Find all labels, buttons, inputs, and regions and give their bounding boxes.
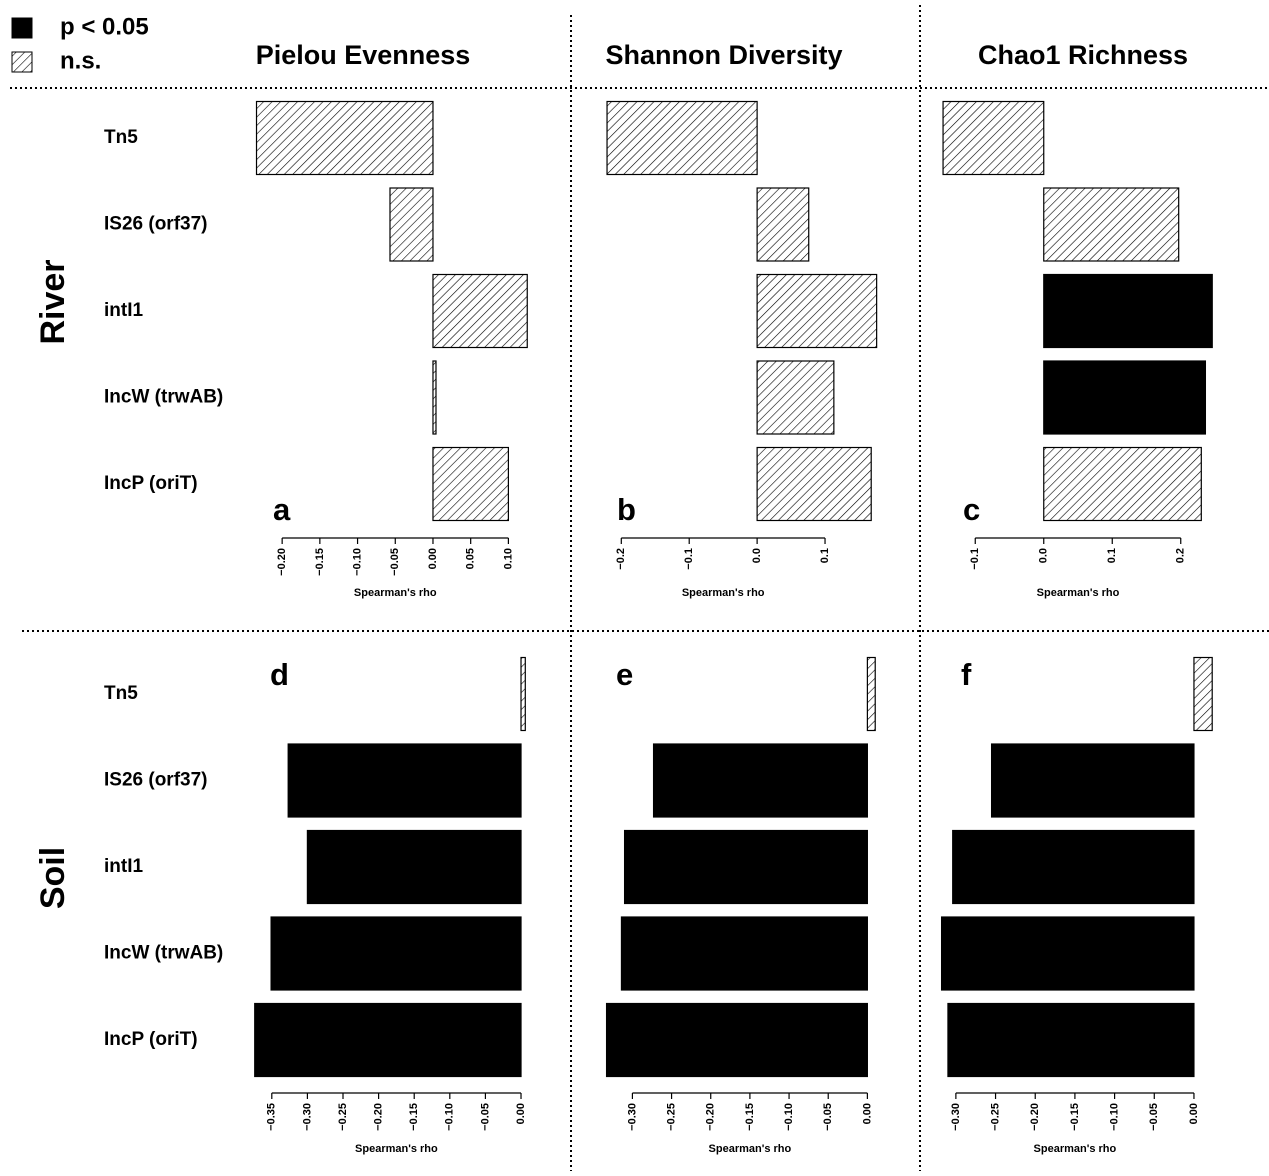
x-tick-label: −0.05 (822, 1103, 834, 1131)
category-label: IncW (trwAB) (104, 387, 223, 408)
bar (432, 446, 509, 522)
bar (306, 829, 522, 905)
panel-label: f (961, 657, 972, 692)
bar (1043, 446, 1202, 522)
category-label: Tn5 (104, 127, 138, 148)
bar (605, 1002, 868, 1078)
bar (1043, 360, 1207, 435)
bar (1193, 656, 1213, 732)
x-axis-label: Spearman's rho (682, 587, 765, 599)
category-label: intI1 (104, 300, 143, 321)
row-title: River (34, 259, 72, 344)
x-tick-label: 0.00 (1188, 1103, 1200, 1124)
bar (942, 100, 1045, 176)
column-title: Chao1 Richness (978, 40, 1188, 70)
x-tick-label: 0.10 (502, 548, 514, 569)
x-tick-label: −0.05 (389, 548, 401, 576)
x-tick-label: 0.00 (515, 1103, 527, 1124)
x-tick-label: −0.15 (314, 548, 326, 576)
x-tick-label: −0.1 (683, 548, 695, 570)
bar (1043, 273, 1213, 349)
x-tick-label: 0.1 (1106, 548, 1118, 563)
bar (940, 916, 1195, 991)
x-tick-label: −0.30 (626, 1103, 638, 1131)
x-tick-label: −0.30 (301, 1103, 313, 1131)
x-tick-label: −0.35 (266, 1103, 278, 1131)
bar (620, 916, 868, 991)
bar (520, 656, 526, 732)
bar (623, 829, 868, 905)
x-tick-label: 0.00 (861, 1103, 873, 1124)
bar (866, 656, 876, 732)
category-label: intI1 (104, 856, 143, 877)
legend-swatch (11, 17, 33, 39)
bar (1043, 187, 1180, 262)
x-tick-label: 0.0 (1038, 548, 1050, 563)
bar (270, 916, 522, 991)
x-tick-label: 0.1 (819, 548, 831, 563)
x-axis-label: Spearman's rho (709, 1143, 792, 1155)
bar (990, 743, 1195, 818)
x-tick-label: 0.0 (751, 548, 763, 563)
bar (606, 100, 758, 176)
category-label: IS26 (orf37) (104, 770, 207, 791)
x-axis-label: Spearman's rho (355, 1143, 438, 1155)
x-tick-label: −0.10 (783, 1103, 795, 1131)
bar (756, 360, 835, 435)
bar (652, 743, 868, 818)
category-label: IncW (trwAB) (104, 943, 223, 964)
bar (255, 100, 434, 176)
x-tick-label: −0.05 (479, 1103, 491, 1131)
panel-label: e (616, 657, 633, 692)
x-tick-label: 0.05 (465, 548, 477, 569)
x-tick-label: −0.20 (373, 1103, 385, 1131)
panel-label: d (270, 657, 289, 692)
x-tick-label: −0.15 (408, 1103, 420, 1131)
bar (287, 743, 522, 818)
legend-label: n.s. (60, 47, 101, 74)
x-tick-label: −0.1 (969, 548, 981, 570)
bar (254, 1002, 522, 1078)
row-title: Soil (34, 847, 72, 909)
category-label: Tn5 (104, 683, 138, 704)
bar (756, 273, 878, 349)
category-label: IncP (oriT) (104, 473, 198, 494)
x-axis-label: Spearman's rho (1037, 587, 1120, 599)
x-tick-label: −0.05 (1148, 1103, 1160, 1131)
x-tick-label: −0.2 (615, 548, 627, 570)
column-title: Shannon Diversity (605, 40, 842, 70)
category-label: IS26 (orf37) (104, 214, 207, 235)
x-tick-label: −0.10 (444, 1103, 456, 1131)
panel-label: b (617, 492, 636, 527)
x-axis-label: Spearman's rho (354, 587, 437, 599)
x-tick-label: −0.25 (989, 1103, 1001, 1131)
bar (432, 273, 528, 349)
x-tick-label: −0.30 (950, 1103, 962, 1131)
x-tick-label: −0.20 (1029, 1103, 1041, 1131)
category-label: IncP (oriT) (104, 1029, 198, 1050)
panel-label: c (963, 492, 980, 527)
x-axis-label: Spearman's rho (1034, 1143, 1117, 1155)
x-tick-label: −0.25 (665, 1103, 677, 1131)
panel-label: a (273, 492, 291, 527)
x-tick-label: −0.10 (1108, 1103, 1120, 1131)
legend-swatch (11, 51, 33, 73)
bar (432, 360, 437, 435)
x-tick-label: −0.20 (276, 548, 288, 576)
bar (947, 1002, 1195, 1078)
x-tick-label: 0.00 (427, 548, 439, 569)
column-title: Pielou Evenness (256, 40, 471, 70)
x-tick-label: 0.2 (1175, 548, 1187, 563)
x-tick-label: −0.15 (744, 1103, 756, 1131)
bar (952, 829, 1195, 905)
bar (389, 187, 434, 262)
legend-label: p < 0.05 (60, 13, 149, 40)
x-tick-label: −0.10 (351, 548, 363, 576)
x-tick-label: −0.20 (705, 1103, 717, 1131)
bar (756, 446, 872, 522)
x-tick-label: −0.15 (1069, 1103, 1081, 1131)
bar (756, 187, 810, 262)
x-tick-label: −0.25 (337, 1103, 349, 1131)
